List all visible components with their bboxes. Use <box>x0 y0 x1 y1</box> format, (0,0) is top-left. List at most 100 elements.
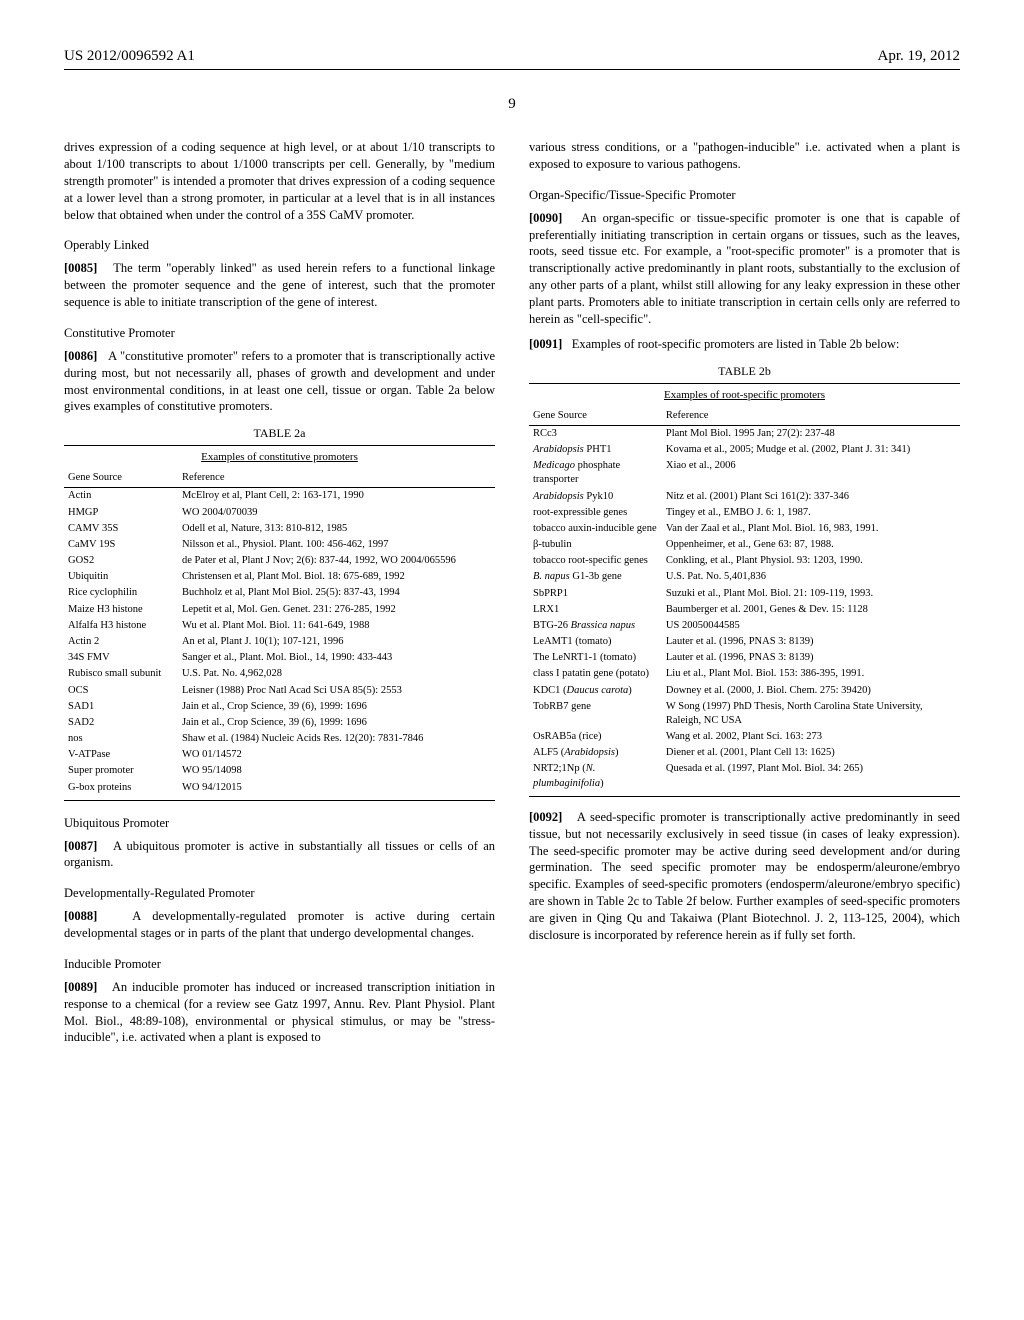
para-num-0086: [0086] <box>64 349 97 363</box>
table-row: class I patatin gene (potato)Liu et al.,… <box>529 666 960 682</box>
table-2b: Gene Source Reference RCc3Plant Mol Biol… <box>529 407 960 792</box>
table-cell-source: Medicago phosphate transporter <box>529 458 662 488</box>
table-cell-reference: Nitz et al. (2001) Plant Sci 161(2): 337… <box>662 489 960 505</box>
table-row: ALF5 (Arabidopsis)Diener et al. (2001, P… <box>529 745 960 761</box>
table-cell-reference: Jain et al., Crop Science, 39 (6), 1999:… <box>178 699 495 715</box>
table2b-caption: TABLE 2b <box>529 363 960 379</box>
table-row: BTG-26 Brassica napusUS 20050044585 <box>529 618 960 634</box>
table-row: OsRAB5a (rice)Wang et al. 2002, Plant Sc… <box>529 729 960 745</box>
table-cell-reference: WO 95/14098 <box>178 763 495 779</box>
table-cell-source: KDC1 (Daucus carota) <box>529 683 662 699</box>
table-cell-source: tobacco root-specific genes <box>529 553 662 569</box>
table-row: CaMV 19SNilsson et al., Physiol. Plant. … <box>64 537 495 553</box>
table-cell-source: Actin <box>64 488 178 505</box>
table-cell-reference: U.S. Pat. No. 4,962,028 <box>178 666 495 682</box>
para-text-0091: Examples of root-specific promoters are … <box>572 337 900 351</box>
table-cell-source: CAMV 35S <box>64 521 178 537</box>
table-cell-reference: Wang et al. 2002, Plant Sci. 163: 273 <box>662 729 960 745</box>
para-num-0089: [0089] <box>64 980 97 994</box>
table2b-header-0: Gene Source <box>529 407 662 426</box>
table-cell-source: G-box proteins <box>64 780 178 796</box>
para-0088: [0088] A developmentally-regulated promo… <box>64 908 495 942</box>
left-column: drives expression of a coding sequence a… <box>64 139 495 1054</box>
table-cell-reference: Quesada et al. (1997, Plant Mol. Biol. 3… <box>662 761 960 791</box>
table2a-header-1: Reference <box>178 469 495 488</box>
operably-linked-heading: Operably Linked <box>64 237 495 254</box>
table-cell-reference: Lauter et al. (1996, PNAS 3: 8139) <box>662 650 960 666</box>
table-cell-source: Super promoter <box>64 763 178 779</box>
table-cell-source: NRT2;1Np (N. plumbaginifolia) <box>529 761 662 791</box>
table-cell-reference: Lepetit et al, Mol. Gen. Genet. 231: 276… <box>178 602 495 618</box>
table-cell-source: nos <box>64 731 178 747</box>
table-row: SAD1Jain et al., Crop Science, 39 (6), 1… <box>64 699 495 715</box>
right-column: various stress conditions, or a "pathoge… <box>529 139 960 1054</box>
table-cell-reference: Baumberger et al. 2001, Genes & Dev. 15:… <box>662 602 960 618</box>
table-cell-reference: Wu et al. Plant Mol. Biol. 11: 641-649, … <box>178 618 495 634</box>
table-cell-source: RCc3 <box>529 425 662 442</box>
table-cell-source: B. napus G1-3b gene <box>529 569 662 585</box>
table-cell-source: OCS <box>64 683 178 699</box>
table-cell-reference: An et al, Plant J. 10(1); 107-121, 1996 <box>178 634 495 650</box>
table-cell-reference: Xiao et al., 2006 <box>662 458 960 488</box>
page-number: 9 <box>64 96 960 113</box>
para-0087: [0087] A ubiquitous promoter is active i… <box>64 838 495 872</box>
table-cell-source: V-ATPase <box>64 747 178 763</box>
table-cell-source: Ubiquitin <box>64 569 178 585</box>
table-row: Alfalfa H3 histoneWu et al. Plant Mol. B… <box>64 618 495 634</box>
table-cell-source: LeAMT1 (tomato) <box>529 634 662 650</box>
table-row: G-box proteinsWO 94/12015 <box>64 780 495 796</box>
table-row: UbiquitinChristensen et al, Plant Mol. B… <box>64 569 495 585</box>
table-cell-reference: McElroy et al, Plant Cell, 2: 163-171, 1… <box>178 488 495 505</box>
table2a-header-0: Gene Source <box>64 469 178 488</box>
table2a-caption: TABLE 2a <box>64 425 495 441</box>
table-cell-source: The LeNRT1-1 (tomato) <box>529 650 662 666</box>
table-cell-source: class I patatin gene (potato) <box>529 666 662 682</box>
para-text-0086: A "constitutive promoter" refers to a pr… <box>64 349 495 414</box>
table-cell-source: Arabidopsis Pyk10 <box>529 489 662 505</box>
table-2a: Gene Source Reference ActinMcElroy et al… <box>64 469 495 795</box>
table-cell-reference: Leisner (1988) Proc Natl Acad Sci USA 85… <box>178 683 495 699</box>
table-row: CAMV 35SOdell et al, Nature, 313: 810-81… <box>64 521 495 537</box>
table-cell-reference: Downey et al. (2000, J. Biol. Chem. 275:… <box>662 683 960 699</box>
table-cell-reference: Buchholz et al, Plant Mol Biol. 25(5): 8… <box>178 585 495 601</box>
table-cell-reference: US 20050044585 <box>662 618 960 634</box>
table-cell-source: SbPRP1 <box>529 586 662 602</box>
para-0090: [0090] An organ-specific or tissue-speci… <box>529 210 960 328</box>
table-row: tobacco auxin-inducible geneVan der Zaal… <box>529 521 960 537</box>
table-cell-source: Alfalfa H3 histone <box>64 618 178 634</box>
para-text-0092: A seed-specific promoter is transcriptio… <box>529 810 960 942</box>
para-num-0085: [0085] <box>64 261 97 275</box>
para-text-0087: A ubiquitous promoter is active in subst… <box>64 839 495 870</box>
table-row: Actin 2An et al, Plant J. 10(1); 107-121… <box>64 634 495 650</box>
table-cell-reference: WO 01/14572 <box>178 747 495 763</box>
table-row: NRT2;1Np (N. plumbaginifolia)Quesada et … <box>529 761 960 791</box>
table-cell-source: β-tubulin <box>529 537 662 553</box>
table-row: V-ATPaseWO 01/14572 <box>64 747 495 763</box>
table-row: SAD2Jain et al., Crop Science, 39 (6), 1… <box>64 715 495 731</box>
para-text-0088: A developmentally-regulated promoter is … <box>64 909 495 940</box>
table-row: Arabidopsis PHT1Kovama et al., 2005; Mud… <box>529 442 960 458</box>
table-cell-source: ALF5 (Arabidopsis) <box>529 745 662 761</box>
cont-paragraph: various stress conditions, or a "pathoge… <box>529 139 960 173</box>
table-row: B. napus G1-3b geneU.S. Pat. No. 5,401,8… <box>529 569 960 585</box>
table-cell-reference: Van der Zaal et al., Plant Mol. Biol. 16… <box>662 521 960 537</box>
para-num-0088: [0088] <box>64 909 97 923</box>
table-cell-source: OsRAB5a (rice) <box>529 729 662 745</box>
table-row: KDC1 (Daucus carota)Downey et al. (2000,… <box>529 683 960 699</box>
table-cell-source: GOS2 <box>64 553 178 569</box>
organ-specific-heading: Organ-Specific/Tissue-Specific Promoter <box>529 187 960 204</box>
table-cell-reference: Tingey et al., EMBO J. 6: 1, 1987. <box>662 505 960 521</box>
para-0085: [0085] The term "operably linked" as use… <box>64 260 495 311</box>
table-cell-source: 34S FMV <box>64 650 178 666</box>
table-cell-reference: Christensen et al, Plant Mol. Biol. 18: … <box>178 569 495 585</box>
para-0092: [0092] A seed-specific promoter is trans… <box>529 809 960 944</box>
table-row: β-tubulinOppenheimer, et al., Gene 63: 8… <box>529 537 960 553</box>
table-cell-source: Maize H3 histone <box>64 602 178 618</box>
table-row: RCc3Plant Mol Biol. 1995 Jan; 27(2): 237… <box>529 425 960 442</box>
table2b-header-1: Reference <box>662 407 960 426</box>
table-row: TobRB7 geneW Song (1997) PhD Thesis, Nor… <box>529 699 960 729</box>
table-row: The LeNRT1-1 (tomato)Lauter et al. (1996… <box>529 650 960 666</box>
table-cell-reference: Shaw et al. (1984) Nucleic Acids Res. 12… <box>178 731 495 747</box>
table-cell-reference: WO 2004/070039 <box>178 505 495 521</box>
table-cell-reference: Diener et al. (2001, Plant Cell 13: 1625… <box>662 745 960 761</box>
